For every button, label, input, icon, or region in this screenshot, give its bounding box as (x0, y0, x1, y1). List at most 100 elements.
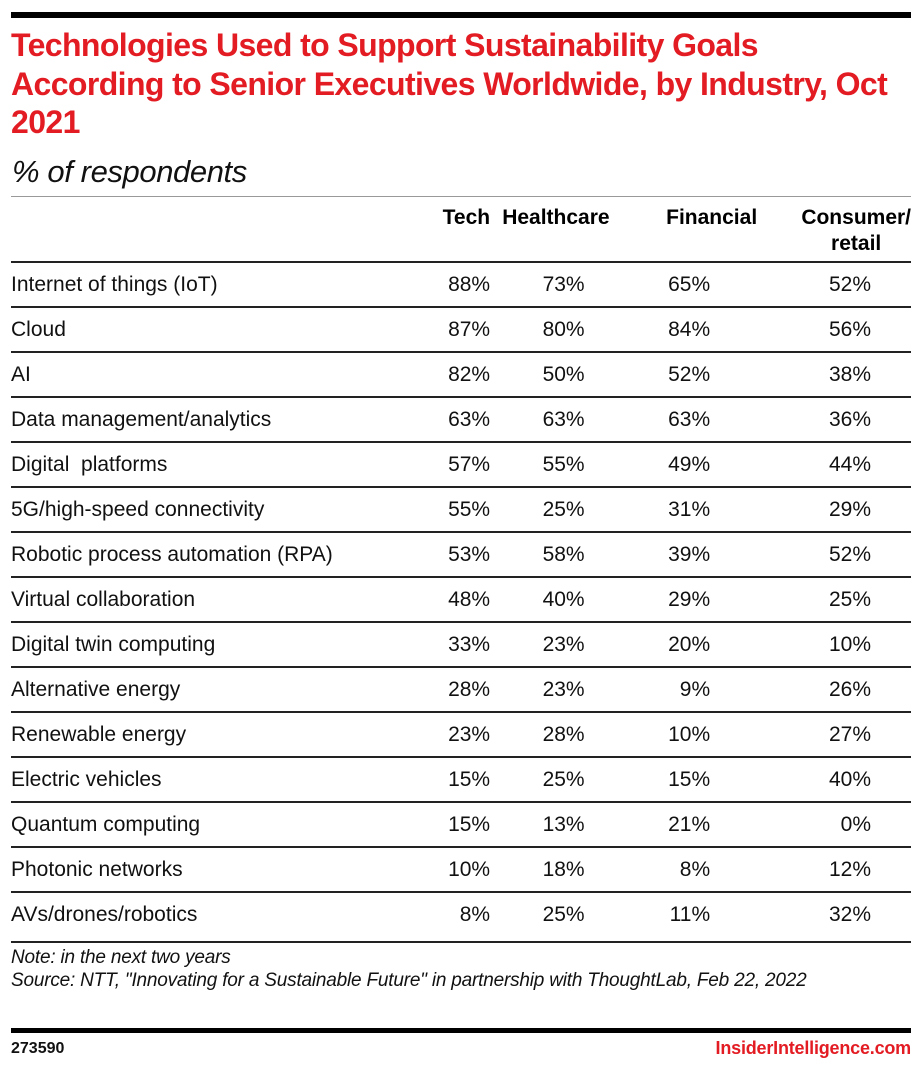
value-cell: 44% (757, 441, 911, 487)
value-cell: 63% (400, 396, 491, 442)
value-cell: 13% (490, 801, 610, 847)
table-row: Robotic process automation (RPA) 53% 58% 39… (11, 531, 911, 577)
value-cell: 15% (609, 756, 758, 802)
row-label: Digital platforms (11, 441, 401, 487)
value-cell: 23% (400, 711, 491, 757)
value-cell: 28% (400, 666, 491, 712)
top-rule (11, 12, 911, 18)
footnote: Note: in the next two years Source: NTT,… (11, 946, 911, 992)
data-table: Tech Healthcare Financial Consumer/retail I… (11, 197, 911, 937)
table-bottom-rule (11, 941, 911, 943)
column-header: Tech (401, 197, 490, 262)
table-row: Renewable energy 23% 28% 10% 27% (11, 711, 911, 757)
row-label: Data management/analytics (11, 396, 401, 442)
value-cell: 63% (609, 396, 758, 442)
value-cell: 84% (609, 306, 758, 352)
value-cell: 0% (757, 801, 911, 847)
value-cell: 25% (490, 756, 610, 802)
value-cell: 52% (609, 351, 758, 397)
table-row: Digital twin computing 33% 23% 20% 10% (11, 621, 911, 667)
value-cell: 23% (490, 666, 610, 712)
value-cell: 15% (400, 801, 491, 847)
header-label-cell (11, 197, 401, 262)
value-cell: 48% (400, 576, 491, 622)
row-label: Photonic networks (11, 846, 401, 892)
value-cell: 29% (757, 486, 911, 532)
table-row: Cloud 87% 80% 84% 56% (11, 306, 911, 352)
value-cell: 27% (757, 711, 911, 757)
value-cell: 8% (609, 846, 758, 892)
row-label: AI (11, 351, 401, 397)
value-cell: 73% (490, 261, 610, 307)
value-cell: 53% (400, 531, 491, 577)
value-cell: 12% (757, 846, 911, 892)
brand-link[interactable]: InsiderIntelligence.com (715, 1038, 912, 1058)
table-row: Quantum computing 15% 13% 21% 0% (11, 801, 911, 847)
table-row: Virtual collaboration 48% 40% 29% 25% (11, 576, 911, 622)
value-cell: 28% (490, 711, 610, 757)
value-cell: 55% (400, 486, 491, 532)
table-row: 5G/high-speed connectivity 55% 25% 31% 29% (11, 486, 911, 532)
value-cell: 23% (490, 621, 610, 667)
value-cell: 9% (609, 666, 758, 712)
value-cell: 18% (490, 846, 610, 892)
value-cell: 40% (757, 756, 911, 802)
column-header-label: Tech (443, 205, 490, 231)
value-cell: 20% (609, 621, 758, 667)
value-cell: 50% (490, 351, 610, 397)
value-cell: 39% (609, 531, 758, 577)
value-cell: 65% (609, 261, 758, 307)
row-label: Renewable energy (11, 711, 401, 757)
value-cell: 11% (609, 891, 758, 937)
table-row: Digital platforms 57% 55% 49% 44% (11, 441, 911, 487)
value-cell: 26% (757, 666, 911, 712)
column-header: Consumer/retail (757, 197, 911, 262)
table-row: Data management/analytics 63% 63% 63% 36% (11, 396, 911, 442)
value-cell: 25% (490, 486, 610, 532)
value-cell: 10% (609, 711, 758, 757)
value-cell: 56% (757, 306, 911, 352)
header-rule (11, 196, 911, 197)
column-header-line: Consumer/ (801, 206, 911, 229)
column-header-line: Tech (442, 206, 491, 229)
value-cell: 32% (757, 891, 911, 937)
value-cell: 58% (490, 531, 610, 577)
value-cell: 52% (757, 261, 911, 307)
column-header-label: Financial (666, 205, 757, 231)
chart-id: 273590 (11, 1040, 65, 1057)
footer-rule (11, 1028, 911, 1033)
row-label: Cloud (11, 306, 401, 352)
row-label: Electric vehicles (11, 756, 401, 802)
column-header: Healthcare (490, 197, 609, 262)
value-cell: 25% (757, 576, 911, 622)
row-label: Internet of things (IoT) (11, 261, 401, 307)
value-cell: 10% (757, 621, 911, 667)
row-label: 5G/high-speed connectivity (11, 486, 401, 532)
row-label: Quantum computing (11, 801, 401, 847)
column-header-label: Consumer/retail (801, 205, 911, 257)
row-label: Robotic process automation (RPA) (11, 531, 401, 577)
row-label: Virtual collaboration (11, 576, 401, 622)
value-cell: 63% (490, 396, 610, 442)
value-cell: 57% (400, 441, 491, 487)
table-row: Alternative energy 28% 23% 9% 26% (11, 666, 911, 712)
value-cell: 82% (400, 351, 491, 397)
value-cell: 88% (400, 261, 491, 307)
table-row: AVs/drones/robotics 8% 25% 11% 32% (11, 891, 911, 937)
column-header-label: Healthcare (502, 205, 609, 231)
value-cell: 15% (400, 756, 491, 802)
table-row: AI 82% 50% 52% 38% (11, 351, 911, 397)
row-label: AVs/drones/robotics (11, 891, 401, 937)
row-label: Digital twin computing (11, 621, 401, 667)
value-cell: 49% (609, 441, 758, 487)
column-header: Financial (610, 197, 757, 262)
chart-title: Technologies Used to Support Sustainabil… (11, 27, 888, 140)
table-body: Internet of things (IoT) 88% 73% 65% 52% Clou… (11, 261, 911, 937)
value-cell: 33% (400, 621, 491, 667)
value-cell: 36% (757, 396, 911, 442)
value-cell: 21% (609, 801, 758, 847)
value-cell: 52% (757, 531, 911, 577)
column-header-line: Healthcare (502, 206, 610, 229)
value-cell: 10% (400, 846, 491, 892)
column-header-line: retail (831, 232, 882, 255)
